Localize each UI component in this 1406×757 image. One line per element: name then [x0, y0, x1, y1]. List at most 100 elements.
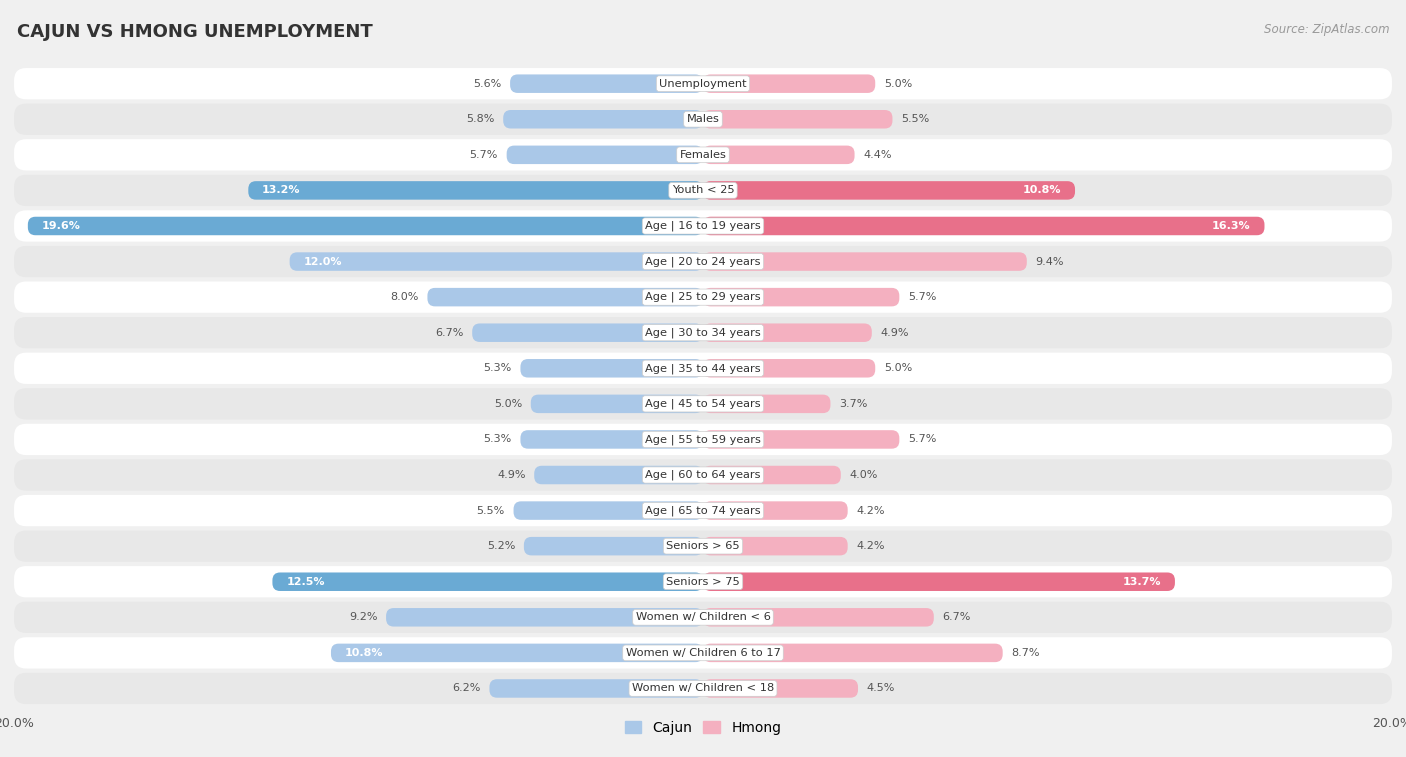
FancyBboxPatch shape	[14, 388, 1392, 419]
Text: Seniors > 65: Seniors > 65	[666, 541, 740, 551]
Text: Age | 55 to 59 years: Age | 55 to 59 years	[645, 435, 761, 444]
FancyBboxPatch shape	[387, 608, 703, 627]
Text: Age | 35 to 44 years: Age | 35 to 44 years	[645, 363, 761, 373]
FancyBboxPatch shape	[703, 323, 872, 342]
Text: Youth < 25: Youth < 25	[672, 185, 734, 195]
FancyBboxPatch shape	[28, 217, 703, 235]
FancyBboxPatch shape	[14, 353, 1392, 384]
Text: Women w/ Children < 6: Women w/ Children < 6	[636, 612, 770, 622]
Text: CAJUN VS HMONG UNEMPLOYMENT: CAJUN VS HMONG UNEMPLOYMENT	[17, 23, 373, 41]
Text: Age | 16 to 19 years: Age | 16 to 19 years	[645, 221, 761, 231]
FancyBboxPatch shape	[703, 501, 848, 520]
Text: 5.2%: 5.2%	[486, 541, 515, 551]
FancyBboxPatch shape	[703, 572, 1175, 591]
FancyBboxPatch shape	[472, 323, 703, 342]
Text: Age | 20 to 24 years: Age | 20 to 24 years	[645, 257, 761, 266]
Text: Females: Females	[679, 150, 727, 160]
FancyBboxPatch shape	[703, 145, 855, 164]
Text: Seniors > 75: Seniors > 75	[666, 577, 740, 587]
Text: Age | 30 to 34 years: Age | 30 to 34 years	[645, 328, 761, 338]
Text: Age | 60 to 64 years: Age | 60 to 64 years	[645, 470, 761, 480]
Text: 9.4%: 9.4%	[1035, 257, 1064, 266]
Text: 4.2%: 4.2%	[856, 506, 884, 516]
FancyBboxPatch shape	[703, 74, 875, 93]
Text: Source: ZipAtlas.com: Source: ZipAtlas.com	[1264, 23, 1389, 36]
Text: 4.0%: 4.0%	[849, 470, 877, 480]
FancyBboxPatch shape	[14, 673, 1392, 704]
FancyBboxPatch shape	[14, 566, 1392, 597]
FancyBboxPatch shape	[14, 282, 1392, 313]
Text: 5.0%: 5.0%	[494, 399, 522, 409]
Text: Age | 65 to 74 years: Age | 65 to 74 years	[645, 506, 761, 516]
FancyBboxPatch shape	[506, 145, 703, 164]
FancyBboxPatch shape	[520, 359, 703, 378]
FancyBboxPatch shape	[703, 608, 934, 627]
FancyBboxPatch shape	[14, 424, 1392, 455]
Text: 5.7%: 5.7%	[908, 292, 936, 302]
Text: 5.5%: 5.5%	[477, 506, 505, 516]
FancyBboxPatch shape	[703, 181, 1076, 200]
Legend: Cajun, Hmong: Cajun, Hmong	[619, 715, 787, 740]
FancyBboxPatch shape	[513, 501, 703, 520]
FancyBboxPatch shape	[273, 572, 703, 591]
FancyBboxPatch shape	[14, 317, 1392, 348]
Text: 5.0%: 5.0%	[884, 79, 912, 89]
Text: 8.0%: 8.0%	[391, 292, 419, 302]
FancyBboxPatch shape	[510, 74, 703, 93]
Text: 6.7%: 6.7%	[942, 612, 970, 622]
Text: 5.5%: 5.5%	[901, 114, 929, 124]
Text: 6.7%: 6.7%	[436, 328, 464, 338]
FancyBboxPatch shape	[703, 466, 841, 484]
Text: 12.5%: 12.5%	[287, 577, 325, 587]
FancyBboxPatch shape	[14, 459, 1392, 491]
Text: 8.7%: 8.7%	[1011, 648, 1040, 658]
FancyBboxPatch shape	[14, 104, 1392, 135]
Text: 16.3%: 16.3%	[1212, 221, 1251, 231]
Text: 9.2%: 9.2%	[349, 612, 377, 622]
Text: 12.0%: 12.0%	[304, 257, 342, 266]
Text: 5.0%: 5.0%	[884, 363, 912, 373]
FancyBboxPatch shape	[703, 394, 831, 413]
FancyBboxPatch shape	[14, 246, 1392, 277]
Text: Women w/ Children < 18: Women w/ Children < 18	[631, 684, 775, 693]
Text: 5.7%: 5.7%	[470, 150, 498, 160]
FancyBboxPatch shape	[703, 359, 875, 378]
FancyBboxPatch shape	[531, 394, 703, 413]
Text: 5.3%: 5.3%	[484, 435, 512, 444]
FancyBboxPatch shape	[524, 537, 703, 556]
FancyBboxPatch shape	[489, 679, 703, 698]
FancyBboxPatch shape	[703, 679, 858, 698]
Text: 5.6%: 5.6%	[474, 79, 502, 89]
FancyBboxPatch shape	[249, 181, 703, 200]
Text: 6.2%: 6.2%	[453, 684, 481, 693]
FancyBboxPatch shape	[14, 210, 1392, 241]
Text: 10.8%: 10.8%	[344, 648, 384, 658]
FancyBboxPatch shape	[14, 531, 1392, 562]
Text: Males: Males	[686, 114, 720, 124]
Text: 4.2%: 4.2%	[856, 541, 884, 551]
FancyBboxPatch shape	[14, 637, 1392, 668]
FancyBboxPatch shape	[14, 175, 1392, 206]
Text: 5.3%: 5.3%	[484, 363, 512, 373]
FancyBboxPatch shape	[703, 288, 900, 307]
Text: 13.7%: 13.7%	[1122, 577, 1161, 587]
FancyBboxPatch shape	[520, 430, 703, 449]
Text: 3.7%: 3.7%	[839, 399, 868, 409]
FancyBboxPatch shape	[703, 643, 1002, 662]
FancyBboxPatch shape	[290, 252, 703, 271]
Text: 10.8%: 10.8%	[1022, 185, 1062, 195]
Text: 5.8%: 5.8%	[467, 114, 495, 124]
FancyBboxPatch shape	[14, 602, 1392, 633]
Text: Age | 45 to 54 years: Age | 45 to 54 years	[645, 399, 761, 409]
FancyBboxPatch shape	[427, 288, 703, 307]
Text: 5.7%: 5.7%	[908, 435, 936, 444]
FancyBboxPatch shape	[330, 643, 703, 662]
FancyBboxPatch shape	[703, 252, 1026, 271]
FancyBboxPatch shape	[14, 495, 1392, 526]
Text: Women w/ Children 6 to 17: Women w/ Children 6 to 17	[626, 648, 780, 658]
FancyBboxPatch shape	[503, 110, 703, 129]
Text: Age | 25 to 29 years: Age | 25 to 29 years	[645, 292, 761, 302]
FancyBboxPatch shape	[14, 139, 1392, 170]
Text: 13.2%: 13.2%	[262, 185, 301, 195]
FancyBboxPatch shape	[703, 110, 893, 129]
